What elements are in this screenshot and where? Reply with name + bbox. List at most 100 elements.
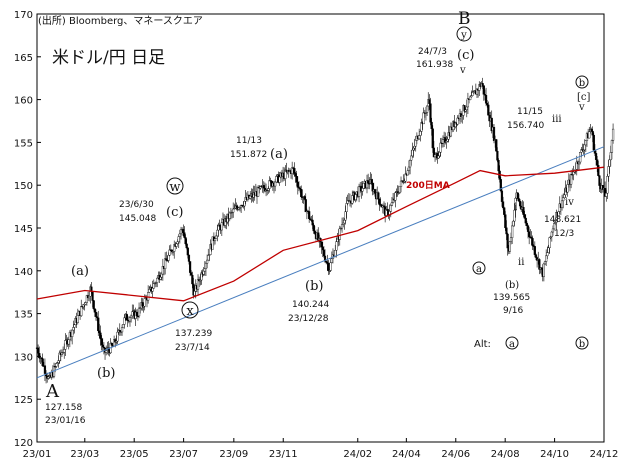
candle-body (509, 237, 513, 243)
candle-body (99, 332, 102, 340)
candle-body (425, 105, 429, 113)
x-tick-label: 24/12 (590, 449, 619, 460)
candle-body (531, 238, 534, 247)
wave-ii-label: ii (518, 257, 524, 268)
trendline-layer (36, 146, 605, 379)
candle-body (550, 231, 553, 237)
wave-c1-label: (c) (166, 205, 183, 220)
candle-body (130, 315, 133, 318)
candle-body (72, 327, 75, 331)
ma-200-line (36, 166, 605, 302)
x-tick-label: 24/06 (441, 449, 470, 460)
candle-body (439, 142, 442, 153)
wave-B-label: B (458, 9, 471, 29)
candle-body (547, 247, 550, 253)
x-axis-ticks: 23/01 23/03 23/05 23/07 23/09 23/11 24/02 24/04… (23, 438, 619, 460)
candle-body (295, 176, 298, 183)
y-tick-label: 170 (14, 10, 33, 21)
candle-body (308, 211, 311, 219)
candle-body (354, 194, 357, 200)
candle-body (220, 222, 223, 231)
candle-body (484, 95, 488, 104)
candle-body (164, 258, 167, 269)
candle-body (422, 112, 425, 125)
candle-body (346, 200, 349, 204)
candle-body (351, 195, 354, 204)
candle-body (110, 343, 113, 346)
candle-body (343, 219, 346, 224)
candle-body (188, 261, 192, 273)
wave-iii-label: iii (552, 114, 562, 125)
candle-body (545, 255, 548, 262)
candle-body (160, 273, 163, 278)
candle-body (538, 259, 541, 270)
candle-body (607, 166, 610, 177)
wave-b2-price: 140.244 (292, 300, 329, 310)
candle-body (38, 353, 41, 359)
candle-body (76, 315, 79, 323)
alt-a-label: a (509, 339, 515, 350)
wave-a2-price: 151.872 (230, 150, 267, 160)
alt-b-circle (575, 336, 589, 350)
candle-body (386, 209, 389, 211)
candle-body (294, 173, 297, 177)
candle-body (411, 149, 414, 157)
candle-body (101, 344, 104, 348)
candle-body (340, 224, 344, 229)
candle-body (591, 130, 594, 136)
wave-b1-label: (b) (97, 366, 115, 381)
candle-body (345, 203, 348, 212)
chart-title: 米ドル/円 日足 (52, 48, 165, 68)
candle-body (300, 189, 303, 198)
candle-body (232, 208, 235, 213)
candle-body (505, 227, 508, 235)
candle-body (296, 182, 299, 188)
candle-body (274, 181, 277, 187)
candle-body (378, 198, 381, 205)
candle-body (418, 135, 421, 140)
wave-c1-price: 145.048 (119, 214, 156, 224)
candle-body (177, 236, 180, 242)
candle-body (486, 102, 489, 106)
candle-body (553, 223, 556, 230)
candle-body (596, 159, 599, 166)
candle-body (433, 154, 437, 158)
candle-body (482, 85, 485, 95)
candle-body (463, 105, 466, 112)
candle-body (125, 313, 128, 321)
candle-body (429, 103, 432, 123)
candle-body (94, 312, 98, 317)
candle-body (492, 126, 496, 141)
candle-body (357, 186, 361, 197)
wave-y-label: y (460, 30, 467, 41)
y-tick-label: 165 (14, 53, 33, 64)
alt-prefix: Alt: (474, 339, 491, 350)
candle-body (516, 192, 519, 199)
wave-b2-date: 23/12/28 (288, 314, 329, 324)
candle-body (213, 238, 217, 242)
candle-body (262, 185, 265, 189)
candle-body (207, 255, 210, 261)
candle-body (168, 249, 171, 256)
wave-x-label: x (186, 304, 194, 319)
y-grid (37, 13, 41, 443)
candle-body (390, 202, 394, 206)
candle-body (184, 237, 187, 245)
candle-body (524, 217, 527, 224)
wave-v2-label: v (578, 102, 585, 113)
candle-body (131, 311, 134, 317)
candle-body (338, 228, 341, 240)
candle-body (445, 141, 448, 143)
alt-a-circle (505, 336, 519, 350)
candle-body (562, 197, 565, 202)
candle-body (249, 195, 252, 199)
candle-body (323, 255, 327, 262)
candle-body (228, 212, 231, 219)
candle-body (322, 249, 326, 257)
candle-body (394, 192, 397, 201)
candle-body (608, 159, 611, 167)
candle-body (88, 296, 91, 299)
wave-A-label: A (45, 381, 60, 402)
candle-body (522, 207, 525, 215)
candle-body (377, 192, 380, 200)
